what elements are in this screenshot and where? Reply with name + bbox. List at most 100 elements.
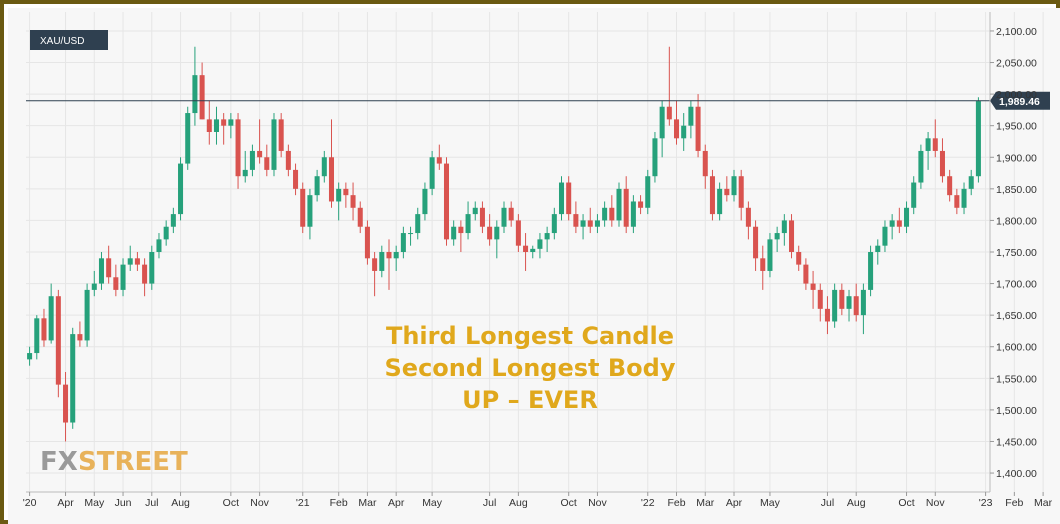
candle	[350, 182, 356, 221]
candle	[63, 372, 69, 442]
candle	[429, 150, 435, 196]
x-tick-label: Feb	[330, 497, 348, 509]
candle	[630, 195, 636, 234]
candle-body	[479, 207, 485, 227]
y-tick-label: 1,500.00	[996, 405, 1037, 417]
candle	[120, 258, 126, 297]
candle-body	[580, 220, 586, 227]
candle	[228, 113, 234, 139]
x-axis: '20 Apr May Jun Jul Aug Oct Nov '21 Feb Mar Apr May J…	[23, 491, 1053, 509]
candle-body	[709, 176, 715, 215]
candle	[911, 176, 917, 215]
candle	[717, 182, 723, 221]
candle-body	[314, 176, 320, 196]
x-tick-label: Nov	[250, 497, 269, 509]
candle-body	[724, 188, 730, 196]
candle-body	[738, 176, 744, 208]
candle	[681, 113, 687, 151]
candle	[34, 315, 40, 360]
x-tick-label: Nov	[926, 497, 945, 509]
candle-body	[494, 226, 500, 240]
candle	[544, 226, 550, 252]
candle-body	[594, 220, 600, 227]
candle	[975, 97, 981, 183]
y-tick-label: 1,800.00	[996, 215, 1037, 227]
candle	[307, 188, 313, 240]
candle-body	[515, 220, 521, 246]
svg-text:Second Longest Body: Second Longest Body	[385, 354, 676, 382]
candle-body	[242, 169, 248, 177]
candle-body	[465, 214, 471, 234]
candle-body	[400, 233, 406, 252]
candle	[271, 113, 277, 177]
candle	[796, 245, 802, 271]
candle-body	[48, 296, 54, 341]
candle	[408, 226, 414, 246]
candle	[932, 119, 938, 158]
candle-body	[587, 220, 593, 227]
candle-body	[839, 289, 845, 309]
candle	[580, 214, 586, 240]
candle-body	[77, 334, 83, 341]
candle	[731, 169, 737, 202]
candle	[566, 176, 572, 221]
candle-body	[875, 245, 881, 252]
candle-body	[170, 214, 176, 227]
candle	[285, 144, 291, 177]
candle	[882, 220, 888, 252]
y-tick-label: 2,100.00	[996, 26, 1037, 38]
candle-body	[566, 182, 572, 215]
candle-body	[120, 264, 126, 290]
candle	[235, 113, 241, 189]
candle-body	[386, 252, 392, 259]
x-tick-label: '23	[979, 497, 993, 509]
candle	[774, 226, 780, 252]
x-tick-label: Jul	[145, 497, 158, 509]
candle-body	[523, 245, 529, 252]
y-axis: 2,100.00 2,050.00 2,000.00 1,950.00 1,900.00…	[989, 12, 1037, 492]
candle-body	[947, 176, 953, 196]
candle-body	[192, 75, 198, 114]
candle-body	[911, 182, 917, 208]
candle	[875, 239, 881, 265]
candle-body	[796, 252, 802, 265]
candle	[609, 195, 615, 227]
candle	[537, 233, 543, 259]
candle-body	[84, 289, 90, 341]
candle-body	[63, 384, 69, 423]
candle	[41, 308, 47, 347]
candle-body	[537, 239, 543, 249]
candle	[170, 207, 176, 234]
candle-body	[832, 289, 838, 322]
x-tick-label: '21	[296, 497, 310, 509]
candle	[968, 169, 974, 196]
candle-body	[717, 188, 723, 215]
y-tick-label: 1,600.00	[996, 342, 1037, 354]
candle	[221, 113, 227, 145]
candle	[954, 188, 960, 215]
x-tick-label: Aug	[171, 497, 190, 509]
candle	[673, 100, 680, 145]
candle	[738, 169, 744, 221]
candle	[134, 252, 140, 271]
candle-body	[328, 157, 335, 202]
candle-body	[882, 226, 888, 246]
candle-body	[544, 233, 550, 240]
candle	[70, 327, 76, 429]
candle	[508, 201, 514, 227]
x-tick-label: Oct	[223, 497, 239, 509]
candle-body	[106, 258, 112, 278]
candle	[947, 169, 953, 202]
y-tick-label: 1,450.00	[996, 436, 1037, 448]
candle-body	[127, 258, 133, 265]
candle	[623, 176, 629, 234]
svg-text:Third Longest Candle: Third Longest Candle	[386, 322, 674, 350]
candle-body	[264, 157, 270, 170]
candle-body	[954, 195, 960, 208]
candle-body	[98, 258, 104, 284]
candle-body	[817, 289, 823, 309]
candle-body	[293, 169, 299, 189]
candle	[321, 150, 327, 183]
candle-body	[451, 226, 457, 240]
x-tick-label: '20	[23, 497, 37, 509]
